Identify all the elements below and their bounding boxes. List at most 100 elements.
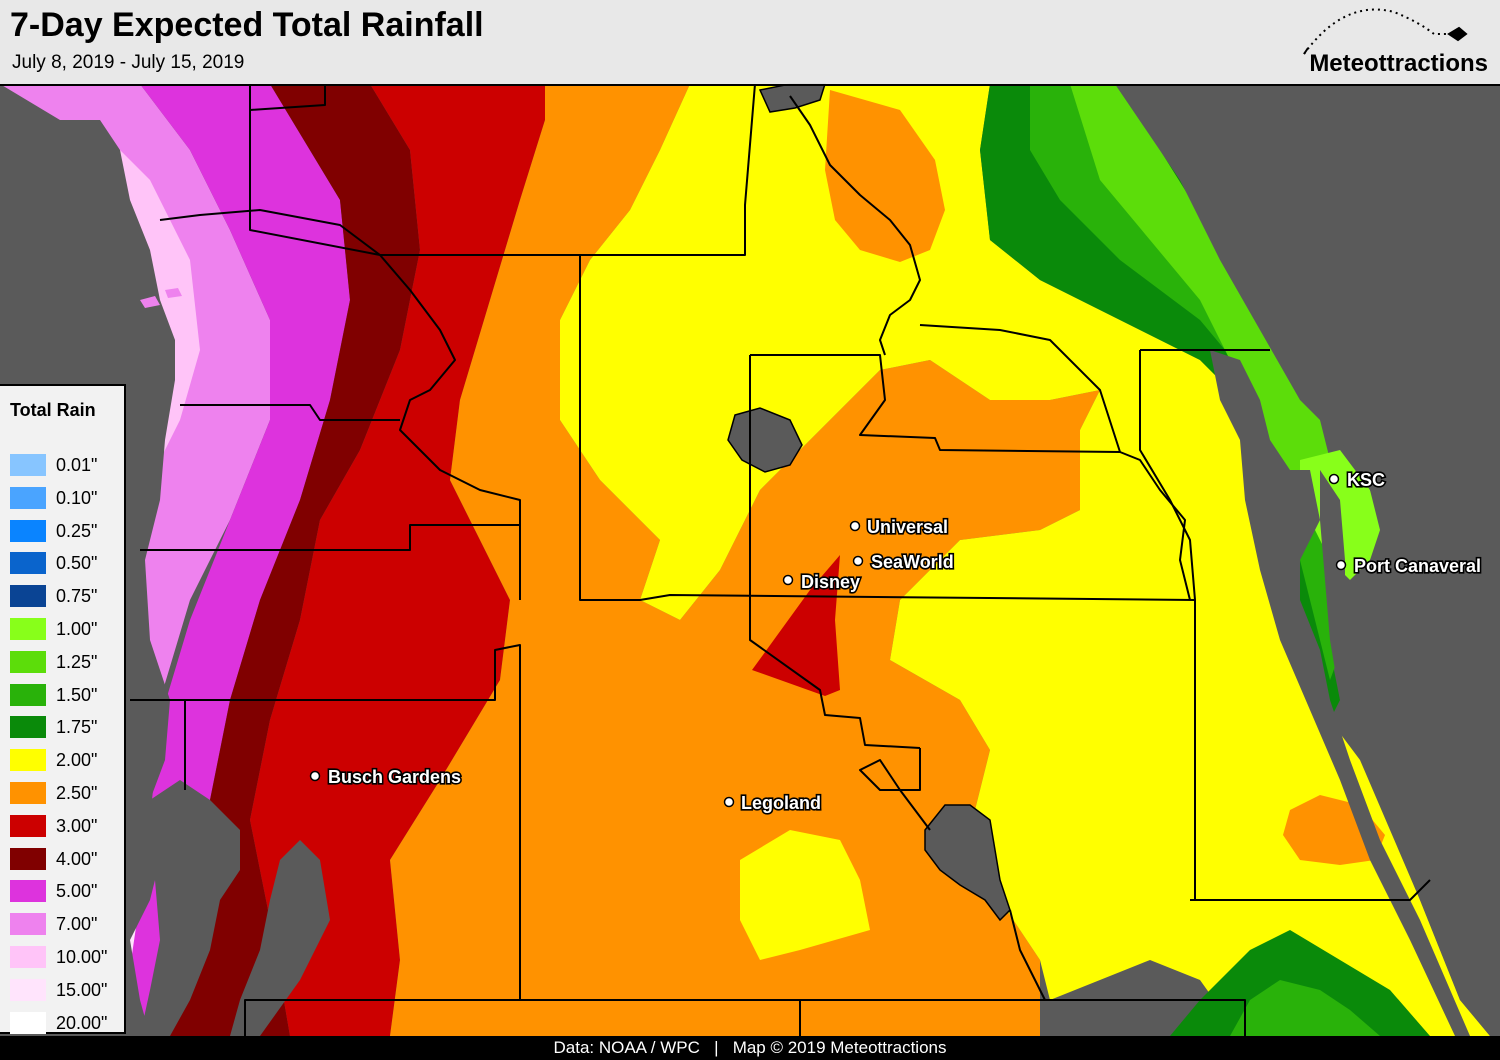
county-line-7 [1139,350,1196,601]
tampa-bay [140,780,240,1036]
county-line-3 [580,83,756,256]
legend-title: Total Rain [10,400,96,420]
footer-separator: | [714,1038,719,1057]
place-dot [1328,473,1340,485]
place-label-ksc: KSC [1347,470,1385,490]
county-line-21 [1119,451,1191,601]
band-1-75-southeast [1170,930,1430,1036]
map-title: 7-Day Expected Total Rainfall [10,6,484,44]
legend-swatch [10,781,46,804]
county-line-5 [749,355,921,749]
place-disney[interactable]: Disney [782,570,862,594]
place-dot [723,796,735,808]
legend-swatch [10,814,46,837]
band-1-50 [1030,84,1345,680]
legend-swatch [10,913,46,936]
county-line-11 [140,524,520,551]
band-3-00 [250,84,545,1036]
legend-swatch [10,945,46,968]
footer-copyright: Map © 2019 Meteottractions [732,1038,947,1057]
lakes [140,83,1011,922]
band-2-50-north-pocket [825,90,945,262]
legend-label: 0.10" [56,487,98,508]
legend-label: 5.00" [56,881,98,902]
place-busch-gardens[interactable]: Busch Gardens [309,765,463,789]
map-header: 7-Day Expected Total Rainfall July 8, 20… [0,0,1500,86]
small-island-2 [165,288,182,298]
legend-swatch [10,749,46,772]
place-label-disney: Disney [801,572,860,592]
logo-text: Meteottractions [1309,50,1488,77]
legend-label: 20.00" [56,1012,108,1033]
county-boundaries [130,83,1431,1036]
place-ksc[interactable]: KSC [1328,468,1387,492]
county-line-2 [249,84,326,111]
small-island-1 [140,296,160,308]
legend-swatch [10,519,46,542]
legend-label: 1.25" [56,651,98,672]
map-footer: Data: NOAA / WPC | Map © 2019 Meteottrac… [0,1036,1500,1060]
band-2-00-south-pocket [740,830,870,960]
county-line-4 [750,354,1121,453]
legend-swatch [10,486,46,509]
legend-swatch [10,585,46,608]
county-line-10 [180,404,400,421]
atlantic-ocean [1115,84,1500,1036]
indian-river-lagoon [1210,350,1470,1036]
legend-label: 1.00" [56,618,98,639]
map-subtitle: July 8, 2019 - July 15, 2019 [12,52,245,73]
place-markers: Universal SeaWorld Disney KSC Port Canav… [309,468,1483,815]
legend-label: 0.01" [56,455,98,475]
county-line-9 [159,209,521,600]
place-label-universal: Universal [867,517,948,537]
band-4-00 [170,84,420,1036]
legend-swatch [10,683,46,706]
county-line-16 [1190,879,1431,901]
band-2-50 [390,84,1100,1036]
legend-swatch [10,716,46,739]
legend-swatch [10,650,46,673]
place-port-canaveral[interactable]: Port Canaveral [1335,554,1483,578]
legend-swatch [10,847,46,870]
county-line-20 [789,95,921,356]
tampa-bay-east-arm [230,840,330,1036]
rainfall-legend: Total Rain 0.01" 0.10" 0.25" 0.50" 0.75" 1.00… [0,384,126,1034]
county-line-18 [859,748,931,831]
legend-label: 1.50" [56,684,98,705]
legend-label: 15.00" [56,979,108,1000]
legend-label: 1.75" [56,717,98,738]
place-dot [852,555,864,567]
county-line-12 [130,644,521,701]
place-universal[interactable]: Universal [849,515,950,539]
place-label-port-canaveral: Port Canaveral [1354,556,1481,576]
band-1-75 [980,84,1340,720]
county-line-13 [244,700,521,1036]
band-2-00 [560,84,1490,1036]
banana-river [1320,470,1348,700]
legend-swatch [10,880,46,903]
legend-swatch [10,617,46,640]
legend-label: 4.00" [56,848,98,869]
place-label-busch-gardens: Busch Gardens [328,767,461,787]
county-line-14 [520,999,1246,1036]
county-line-8 [919,324,1121,453]
legend-label: 3.00" [56,815,98,836]
place-dot [1335,559,1347,571]
legend-label: 0.75" [56,586,98,607]
place-dot [309,770,321,782]
legend-label: 10.00" [56,946,108,967]
legend-swatch [10,454,46,476]
legend-label: 2.00" [56,750,98,771]
lake-apopka [727,407,803,473]
place-seaworld[interactable]: SeaWorld [852,550,955,574]
legend-swatch [10,552,46,575]
legend-swatch [10,1011,46,1034]
place-label-legoland: Legoland [741,793,821,813]
place-dot [782,574,794,586]
place-dot [849,520,861,532]
county-line-19 [1009,909,1046,1001]
county-line-1 [249,84,1196,900]
place-legoland[interactable]: Legoland [723,791,823,815]
legend-label: 0.50" [56,553,98,574]
